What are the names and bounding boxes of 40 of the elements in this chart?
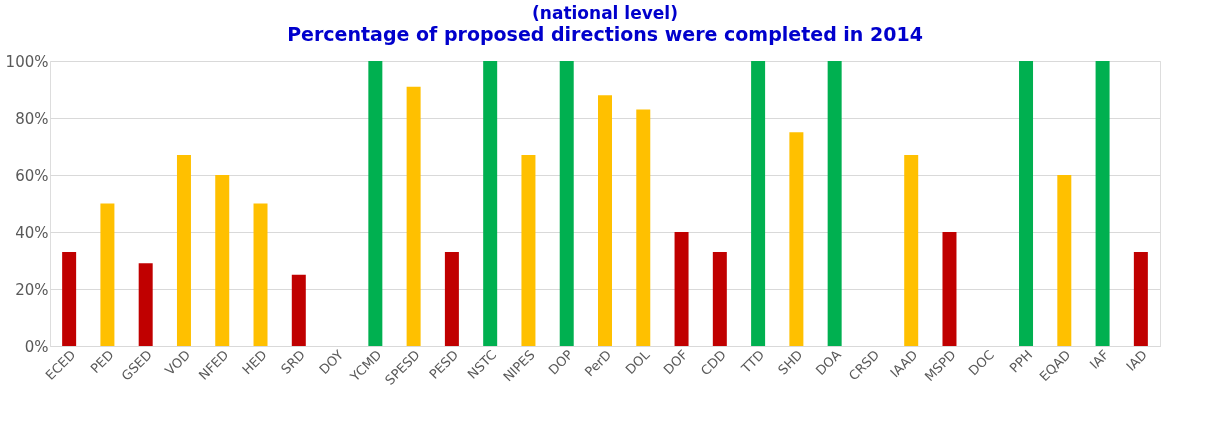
bar <box>636 109 651 346</box>
y-tick-label: 40% <box>15 223 49 242</box>
y-tick-label: 60% <box>15 166 49 185</box>
bar <box>368 61 383 346</box>
bar <box>751 61 766 346</box>
y-tick-label: 0% <box>24 337 49 356</box>
bar <box>444 251 459 346</box>
bar <box>789 132 804 346</box>
bar <box>138 263 153 346</box>
bar <box>483 61 498 346</box>
x-tick-label: TTD <box>737 347 768 377</box>
bar <box>100 203 115 346</box>
bar <box>253 203 268 346</box>
bar <box>674 232 689 346</box>
y-tick-label: 100% <box>5 52 49 71</box>
bar <box>598 95 612 346</box>
y-tick-label: 20% <box>15 280 49 299</box>
bar <box>712 251 727 346</box>
bar <box>1057 175 1072 346</box>
bar <box>827 61 842 346</box>
bar <box>291 274 306 346</box>
bar <box>1133 251 1148 346</box>
x-tick-label: IAD <box>1123 347 1151 374</box>
y-tick-label: 80% <box>15 109 49 128</box>
bar <box>904 155 919 346</box>
chart-subtitle: Percentage of proposed directions were completed in 2014 <box>287 23 923 45</box>
bar <box>1019 61 1034 346</box>
chart-title: (national level) <box>532 3 678 23</box>
bar <box>521 155 536 346</box>
bar <box>215 175 230 346</box>
x-tick-label: IAF <box>1086 347 1112 372</box>
bar <box>559 61 574 346</box>
x-tick-label: VOD <box>162 347 194 379</box>
x-tick-label: PED <box>87 347 117 377</box>
x-tick-label: DOL <box>622 346 653 378</box>
bar <box>62 251 77 346</box>
bar <box>176 155 191 346</box>
bar <box>406 86 421 346</box>
bar <box>1095 61 1110 346</box>
bar <box>942 232 957 346</box>
